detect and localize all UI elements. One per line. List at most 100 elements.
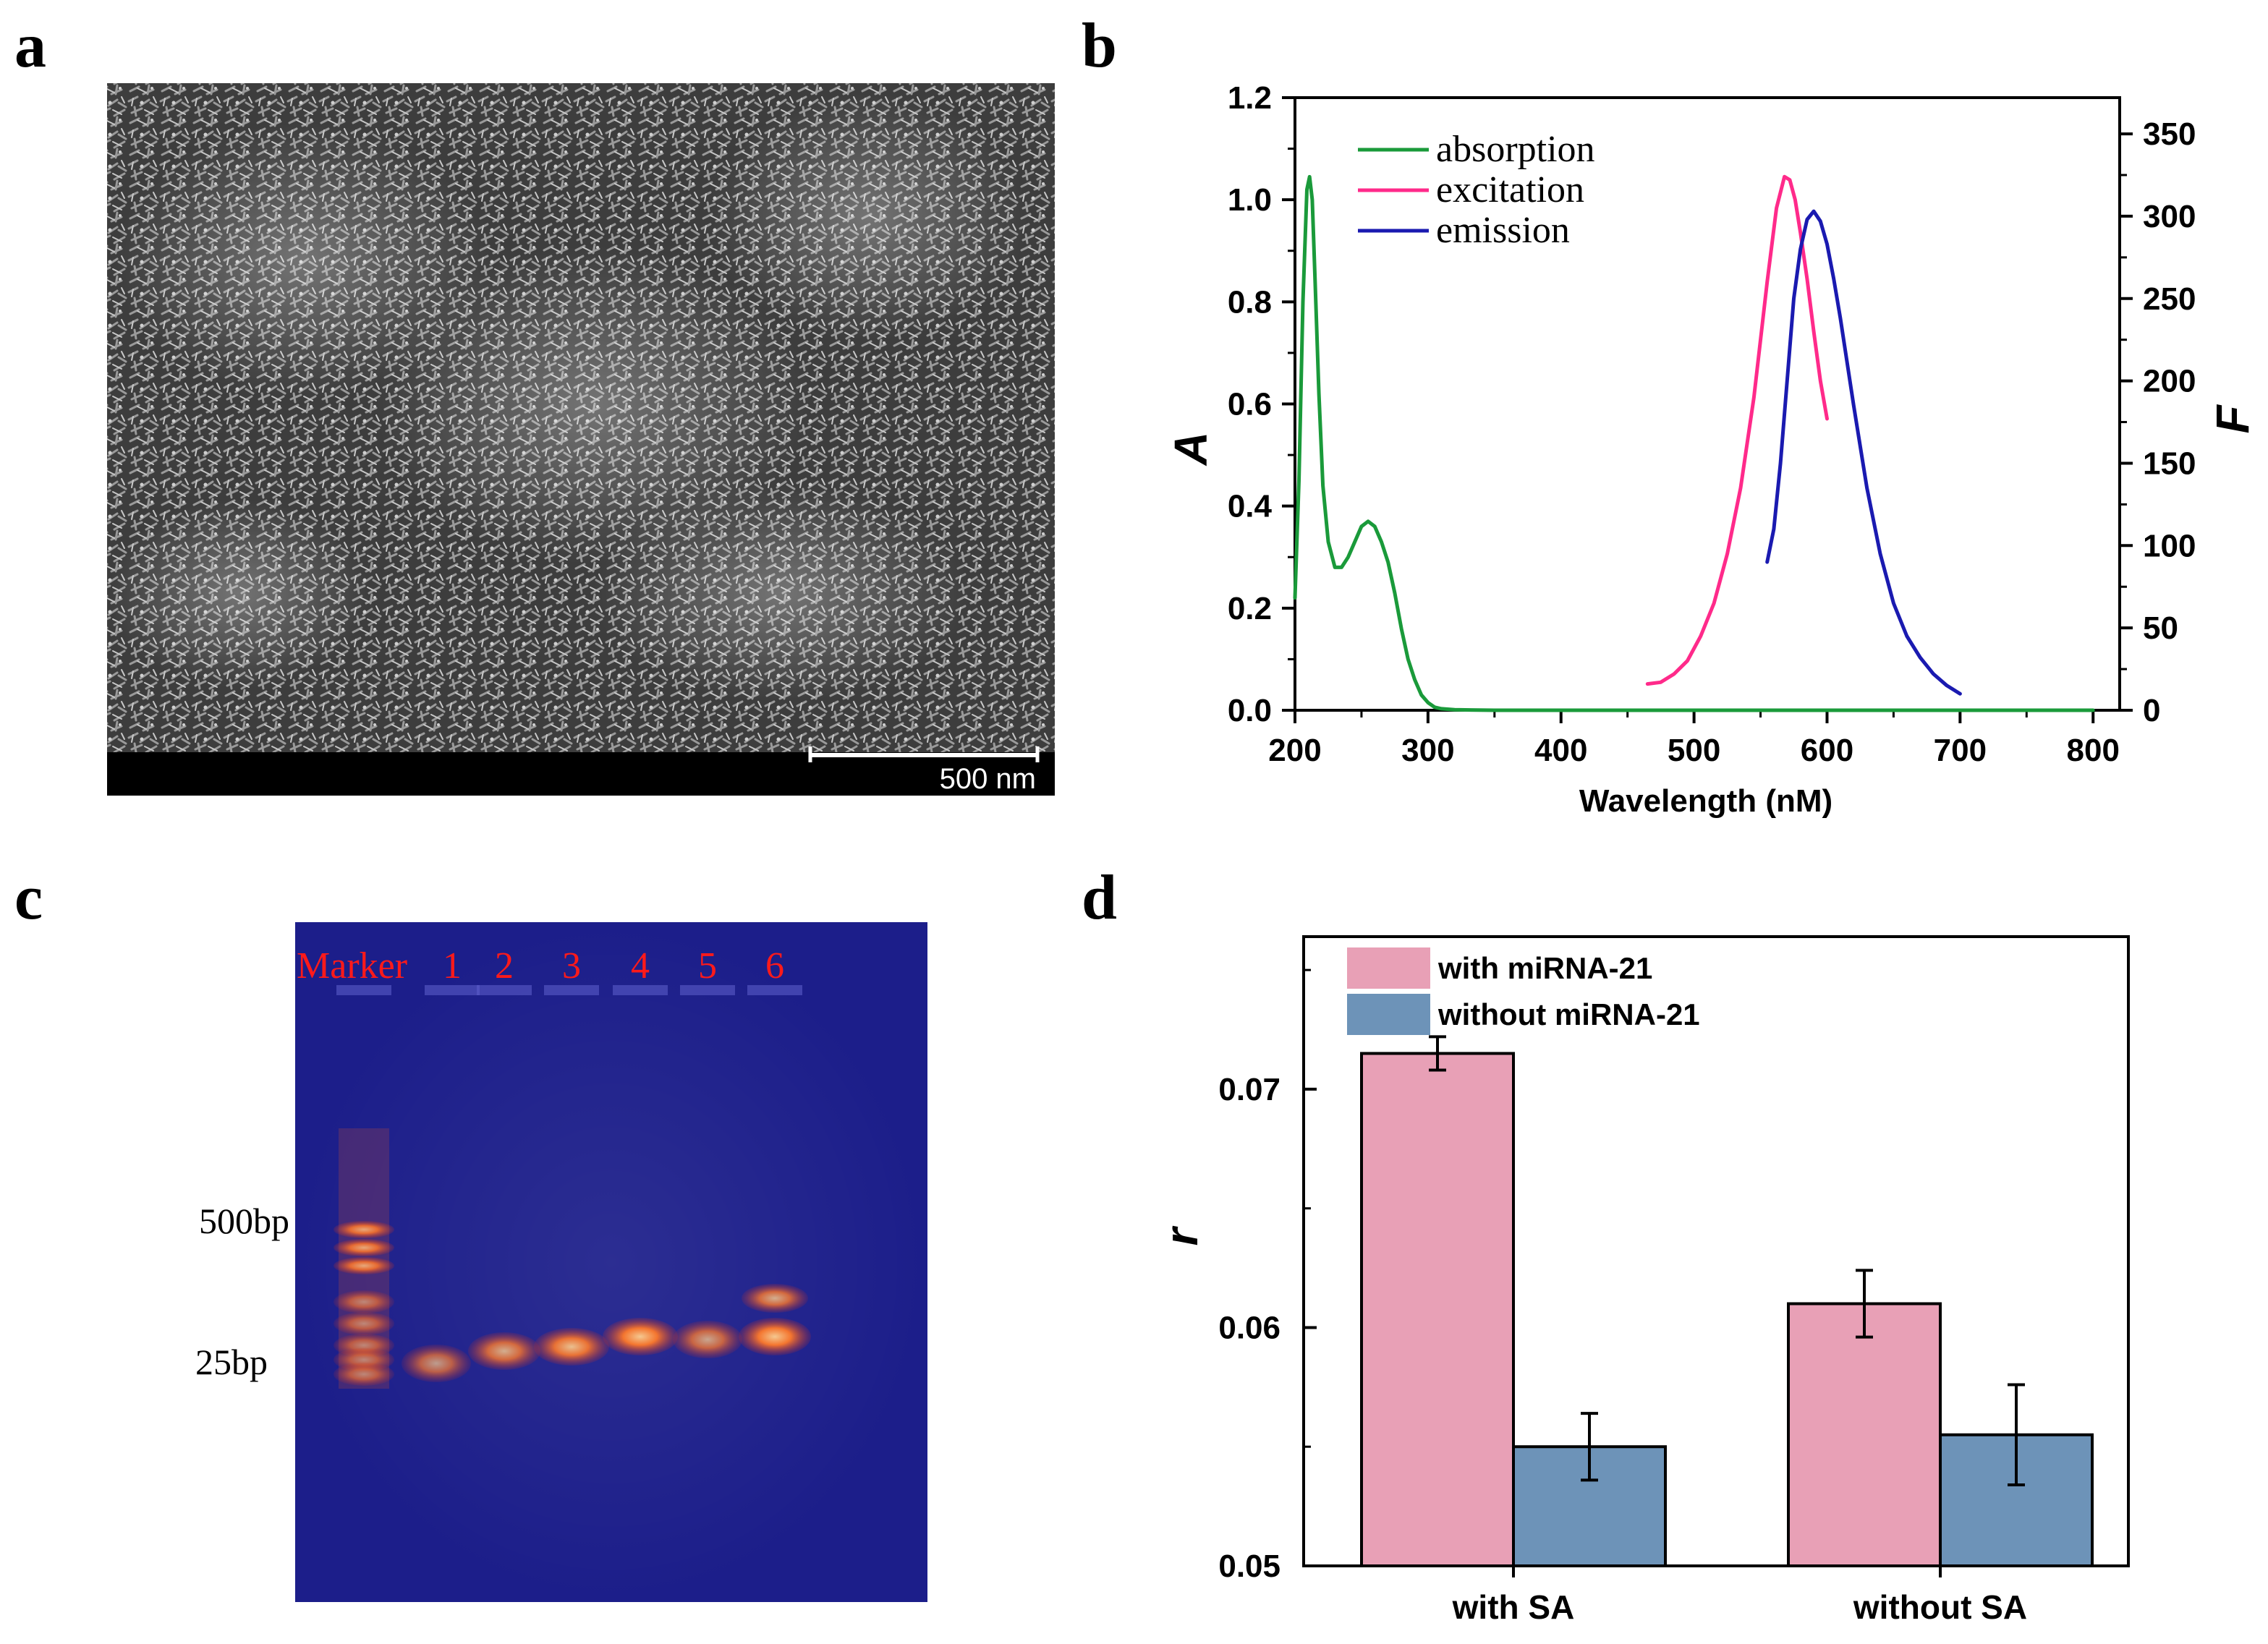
y-tick-label: 0.05 bbox=[1218, 1549, 1280, 1584]
lane-label: Marker bbox=[297, 945, 407, 987]
size-label-500bp: 500bp bbox=[199, 1201, 289, 1241]
sem-cluster bbox=[709, 94, 1027, 340]
x-tick-label: 800 bbox=[2067, 733, 2120, 768]
x-tick-label: 700 bbox=[1934, 733, 1987, 768]
panel-label-a: a bbox=[14, 11, 46, 81]
y-right-tick-label: 150 bbox=[2143, 446, 2196, 481]
legend-swatch-with miRNA-21 bbox=[1347, 947, 1430, 989]
sem-cluster bbox=[109, 499, 369, 687]
series-lines bbox=[1293, 174, 2095, 712]
bar-chart: 0.05 0.06 0.07 with SA without SA with miRNA… bbox=[1155, 935, 2130, 1626]
plot-frame bbox=[1302, 935, 2130, 1567]
legend-label-absorption: absorption bbox=[1436, 129, 1595, 170]
gel-well bbox=[425, 985, 480, 995]
gel-well bbox=[477, 985, 532, 995]
panel-label-b: b bbox=[1082, 11, 1117, 81]
y-right-tick-label: 50 bbox=[2143, 610, 2178, 646]
y-right-tick-label: 350 bbox=[2143, 116, 2196, 152]
tick-labels: 0.05 0.06 0.07 with SA without SA bbox=[1218, 1072, 2027, 1626]
y-left-tick-label: 0.4 bbox=[1228, 489, 1273, 524]
marker-band bbox=[334, 1312, 394, 1335]
sem-image-panel: 500 nm bbox=[107, 83, 1055, 796]
y-axis-label-right: F bbox=[2207, 404, 2259, 434]
panel-label-c: c bbox=[14, 863, 43, 933]
tick-labels: 200 300 400 500 600 700 8000.00.20.40.60.81.01… bbox=[1228, 80, 2196, 768]
y-left-tick-label: 0.8 bbox=[1228, 284, 1272, 320]
series-line-emission bbox=[1765, 209, 1962, 696]
legend-label-without miRNA-21: without miRNA-21 bbox=[1437, 997, 1700, 1031]
legend: with miRNA-21 without miRNA-21 bbox=[1347, 947, 1700, 1035]
lane-label: 2 bbox=[495, 945, 514, 987]
y-left-tick-label: 0.0 bbox=[1228, 693, 1272, 728]
sample-band bbox=[468, 1332, 540, 1370]
bars bbox=[1360, 1052, 2094, 1568]
gel-bands bbox=[334, 985, 811, 1389]
x-tick-label: 600 bbox=[1801, 733, 1853, 768]
series-line-excitation bbox=[1645, 174, 1829, 686]
lane-label: 6 bbox=[765, 945, 784, 987]
scale-bar-label: 500 nm bbox=[940, 763, 1036, 795]
tick-marks bbox=[1282, 96, 2133, 723]
marker-band bbox=[334, 1239, 394, 1256]
legend-label-with miRNA-21: with miRNA-21 bbox=[1437, 951, 1652, 985]
lane-labels: Marker 1 2 3 4 5 6 bbox=[297, 945, 784, 987]
gel-well bbox=[747, 985, 802, 995]
y-axis-label-left: A bbox=[1165, 432, 1217, 467]
lane-label: 3 bbox=[562, 945, 581, 987]
bar-with miRNA-21 bbox=[1787, 1302, 1942, 1567]
x-tick-label: 500 bbox=[1668, 733, 1720, 768]
series-line-absorption bbox=[1293, 174, 2095, 712]
spectra-chart: 200 300 400 500 600 700 8000.00.20.40.60.81.01… bbox=[1165, 80, 2259, 819]
gel-well bbox=[613, 985, 668, 995]
y-right-tick-label: 200 bbox=[2143, 364, 2196, 399]
lane-label: 1 bbox=[443, 945, 462, 987]
y-right-tick-label: 0 bbox=[2143, 693, 2160, 728]
x-tick-label: 400 bbox=[1534, 733, 1587, 768]
panel-label-d: d bbox=[1082, 863, 1117, 933]
y-left-tick-label: 1.2 bbox=[1228, 80, 1272, 116]
y-right-tick-label: 300 bbox=[2143, 199, 2196, 234]
y-tick-label: 0.07 bbox=[1218, 1072, 1280, 1107]
marker-band bbox=[334, 1221, 394, 1238]
sample-band-upper bbox=[742, 1284, 808, 1313]
sem-cluster bbox=[593, 485, 969, 702]
gel-well bbox=[544, 985, 599, 995]
y-left-tick-label: 1.0 bbox=[1228, 182, 1272, 218]
sem-cluster bbox=[376, 246, 810, 564]
y-tick-label: 0.06 bbox=[1218, 1310, 1280, 1345]
legend-swatch-without miRNA-21 bbox=[1347, 994, 1430, 1035]
legend-label-emission: emission bbox=[1436, 210, 1570, 251]
lane-label: 4 bbox=[631, 945, 650, 987]
sem-info-bar bbox=[107, 752, 1055, 796]
marker-band bbox=[334, 1290, 394, 1313]
y-left-tick-label: 0.6 bbox=[1228, 387, 1272, 422]
gel-well bbox=[680, 985, 735, 995]
error-bars bbox=[1429, 1035, 2025, 1486]
sample-band bbox=[402, 1345, 471, 1382]
size-label-25bp: 25bp bbox=[195, 1342, 268, 1382]
sample-band bbox=[534, 1328, 609, 1366]
sample-band bbox=[673, 1321, 742, 1358]
x-tick-label: 200 bbox=[1268, 733, 1321, 768]
y-right-tick-label: 100 bbox=[2143, 528, 2196, 563]
sem-cluster bbox=[116, 123, 492, 398]
marker-band bbox=[334, 1257, 394, 1274]
lane-label: 5 bbox=[698, 945, 717, 987]
x-tick-label: with SA bbox=[1452, 1588, 1575, 1626]
marker-band bbox=[334, 1363, 394, 1386]
y-axis-label: r bbox=[1155, 1225, 1207, 1245]
y-left-tick-label: 0.2 bbox=[1228, 591, 1272, 626]
scale-bar bbox=[808, 746, 1040, 762]
x-tick-label: without SA bbox=[1853, 1588, 2027, 1626]
sample-band bbox=[739, 1318, 811, 1355]
gel-panel: Marker 1 2 3 4 5 6 500bp 25bp bbox=[195, 922, 927, 1602]
y-right-tick-label: 250 bbox=[2143, 281, 2196, 317]
x-axis-label: Wavelength (nM) bbox=[1579, 783, 1832, 819]
gel-well bbox=[336, 985, 391, 995]
marker-smear bbox=[339, 1128, 389, 1389]
sample-band bbox=[603, 1318, 678, 1355]
gel-sheen bbox=[295, 922, 927, 1602]
bar-with miRNA-21 bbox=[1360, 1052, 1515, 1567]
